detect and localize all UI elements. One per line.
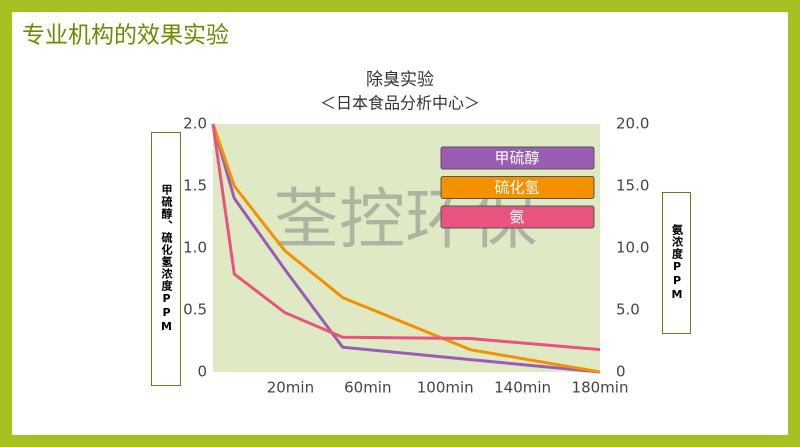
legend-swatch — [440, 205, 595, 229]
y-axis-label: 甲硫醇、硫化氢浓度PPM — [151, 132, 181, 386]
page-title: 专业机构的效果实验 — [22, 23, 229, 49]
y2-tick-label: 0 — [616, 363, 626, 381]
series-line — [211, 123, 601, 374]
series-line — [211, 123, 601, 374]
legend-swatch — [440, 146, 595, 170]
legend-label: 甲硫醇 — [494, 149, 539, 167]
y2-tick-label: 5.0 — [616, 301, 640, 319]
x-tick-label: 60min — [344, 379, 391, 397]
y-tick-label: 0 — [197, 363, 207, 381]
y2-tick-label: 15.0 — [616, 177, 649, 195]
y-tick-label: 0.5 — [183, 301, 207, 319]
legend-swatch — [440, 176, 595, 199]
y2-tick-label: 10.0 — [616, 239, 649, 257]
y-tick-label: 1.0 — [183, 239, 207, 257]
chart-title: 除臭实验 — [366, 70, 434, 90]
legend-label: 氨 — [509, 208, 524, 226]
y2-tick-label: 20.0 — [616, 115, 649, 133]
x-tick-label: 100min — [417, 379, 474, 397]
x-tick-label: 180min — [572, 379, 629, 397]
y-tick-label: 1.5 — [183, 177, 207, 195]
series-line — [211, 123, 601, 352]
legend-label: 硫化氢 — [494, 179, 539, 197]
chart-subtitle: ＜日本食品分析中心＞ — [320, 94, 480, 113]
x-tick-label: 140min — [494, 379, 551, 397]
y-tick-label: 2.0 — [183, 115, 207, 133]
y2-axis-label: 氨浓度PPM — [662, 192, 691, 334]
x-tick-label: 20min — [267, 379, 314, 397]
